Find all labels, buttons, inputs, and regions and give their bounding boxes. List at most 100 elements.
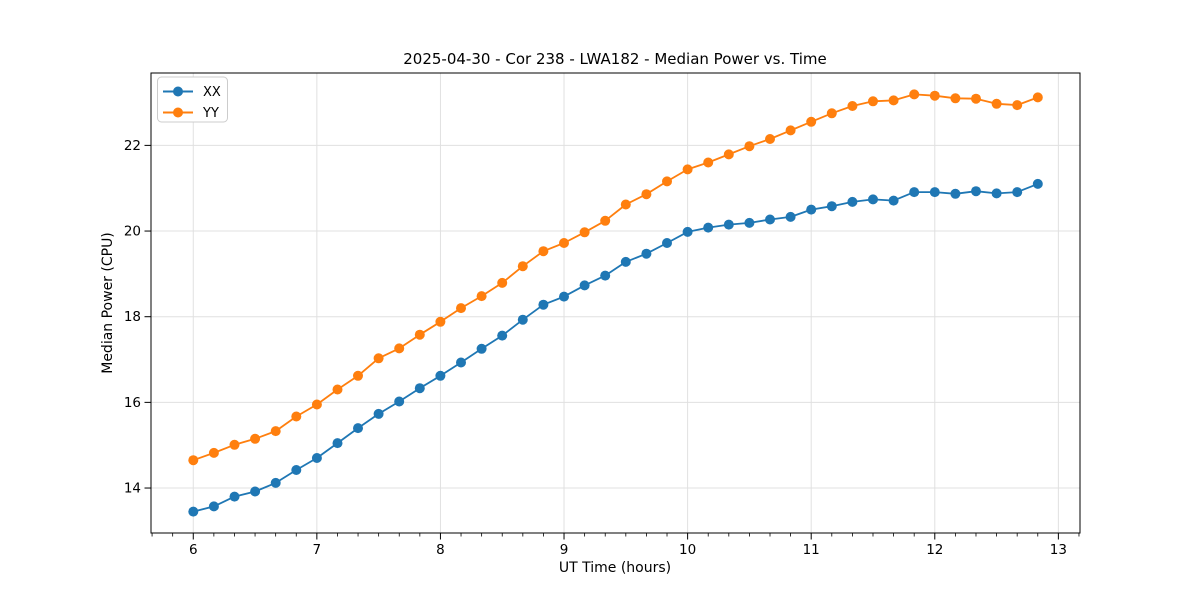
- data-point-yy: [847, 101, 858, 111]
- data-point-yy: [456, 303, 466, 314]
- data-point-xx: [517, 314, 528, 325]
- data-point-yy: [888, 95, 899, 106]
- data-point-xx: [785, 211, 796, 222]
- data-point-yy: [1032, 92, 1043, 103]
- x-tick-label: 10: [679, 542, 696, 558]
- y-tick-label: 16: [124, 395, 141, 411]
- data-point-yy: [332, 384, 343, 395]
- data-point-xx: [435, 370, 446, 381]
- data-point-xx: [250, 486, 261, 497]
- data-point-yy: [806, 116, 817, 127]
- x-tick-label: 9: [560, 542, 569, 558]
- data-point-xx: [847, 196, 858, 207]
- data-point-yy: [208, 447, 219, 458]
- data-point-yy: [1012, 100, 1023, 111]
- data-point-xx: [868, 194, 878, 205]
- data-point-yy: [723, 149, 734, 160]
- data-point-yy: [991, 98, 1002, 109]
- data-point-yy: [620, 199, 631, 210]
- data-point-xx: [270, 477, 281, 488]
- data-point-yy: [929, 90, 940, 101]
- data-point-xx: [662, 238, 672, 248]
- data-point-xx: [353, 423, 363, 434]
- data-point-yy: [703, 157, 714, 168]
- data-point-xx: [991, 188, 1002, 199]
- y-tick-label: 18: [124, 309, 141, 325]
- data-point-yy: [909, 89, 920, 100]
- data-point-yy: [394, 343, 405, 354]
- data-point-xx: [600, 270, 611, 281]
- data-point-xx: [765, 214, 775, 225]
- data-point-yy: [868, 96, 878, 107]
- data-point-yy: [559, 238, 569, 248]
- data-point-xx: [806, 204, 817, 215]
- data-point-xx: [559, 291, 569, 302]
- data-point-yy: [476, 291, 487, 302]
- data-point-xx: [682, 226, 693, 237]
- data-point-xx: [826, 201, 837, 212]
- data-point-yy: [497, 277, 508, 288]
- y-tick-label: 20: [124, 224, 141, 240]
- y-tick-label: 22: [124, 138, 141, 154]
- data-point-yy: [744, 141, 755, 152]
- data-point-yy: [435, 316, 446, 327]
- data-point-xx: [414, 383, 425, 394]
- data-point-xx: [373, 408, 384, 419]
- legend-marker-xx-icon: [173, 86, 183, 97]
- data-point-xx: [641, 248, 652, 259]
- x-tick-label: 8: [436, 542, 445, 558]
- data-point-yy: [950, 93, 961, 104]
- data-point-xx: [909, 187, 920, 198]
- y-major-ticks: [144, 144, 151, 489]
- series-xx-line: [188, 178, 1043, 517]
- data-point-xx: [456, 357, 466, 368]
- data-point-xx: [929, 187, 940, 198]
- data-point-xx: [188, 506, 199, 517]
- data-point-yy: [641, 189, 652, 200]
- data-point-yy: [311, 399, 322, 410]
- data-point-xx: [291, 465, 302, 475]
- gridlines: [151, 73, 1080, 533]
- data-point-xx: [744, 217, 755, 228]
- data-point-xx: [229, 491, 240, 502]
- legend-label-yy: YY: [202, 106, 219, 121]
- data-point-yy: [579, 227, 590, 238]
- data-point-yy: [765, 134, 775, 144]
- data-point-yy: [373, 353, 384, 364]
- data-point-xx: [723, 219, 734, 230]
- x-axis-label: UT Time (hours): [559, 560, 671, 576]
- data-point-xx: [311, 453, 322, 463]
- data-point-xx: [971, 186, 981, 197]
- data-point-xx: [950, 188, 961, 199]
- legend-marker-yy-icon: [173, 107, 183, 118]
- x-tick-label: 7: [313, 542, 322, 558]
- y-tick-labels: 14 16 18 20 22: [124, 138, 141, 497]
- data-point-yy: [682, 164, 693, 175]
- data-point-yy: [517, 261, 528, 272]
- data-point-yy: [229, 439, 240, 450]
- y-tick-label: 14: [124, 481, 141, 497]
- data-point-xx: [497, 330, 508, 341]
- series-yy-line: [188, 89, 1043, 466]
- legend-label-xx: XX: [203, 85, 221, 100]
- plot-area-frame: [150, 72, 1081, 534]
- data-point-yy: [270, 426, 281, 437]
- data-point-xx: [332, 438, 343, 449]
- data-point-yy: [250, 433, 261, 444]
- y-axis-label: Median Power (CPU): [100, 232, 116, 374]
- legend: XX YY: [157, 76, 228, 123]
- data-point-yy: [785, 125, 796, 136]
- data-point-xx: [538, 299, 549, 310]
- series-path-xx: [193, 183, 1039, 513]
- data-point-yy: [353, 370, 363, 381]
- x-tick-label: 6: [189, 542, 198, 558]
- data-point-yy: [188, 455, 199, 466]
- data-point-yy: [971, 93, 981, 104]
- data-point-yy: [414, 329, 425, 340]
- data-point-yy: [538, 246, 549, 257]
- x-major-ticks: [192, 533, 1059, 540]
- data-point-xx: [620, 256, 631, 267]
- chart-title: 2025-04-30 - Cor 238 - LWA182 - Median P…: [403, 50, 827, 68]
